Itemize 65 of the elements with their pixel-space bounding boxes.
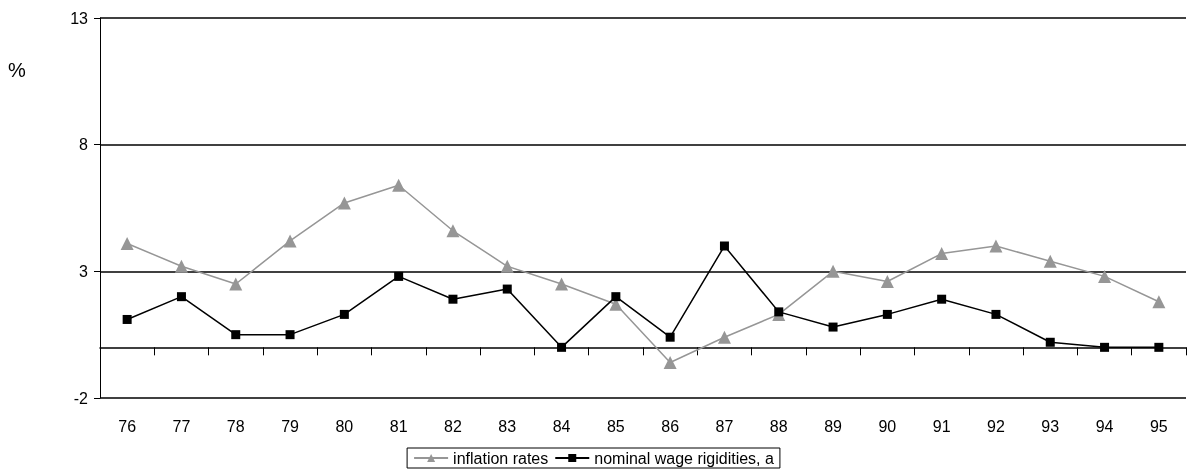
x-tick-label: 93 xyxy=(1041,417,1060,435)
point xyxy=(719,241,729,251)
point xyxy=(174,259,188,273)
point xyxy=(120,236,134,250)
point xyxy=(339,309,349,319)
x-tick-label: 94 xyxy=(1095,417,1114,435)
point xyxy=(937,294,947,304)
point xyxy=(283,234,297,248)
point xyxy=(285,330,295,340)
x-tick-label: 79 xyxy=(281,417,300,435)
point xyxy=(665,332,675,342)
point xyxy=(394,271,404,281)
x-tick-label: 82 xyxy=(444,417,462,435)
point xyxy=(500,259,514,273)
point xyxy=(1152,295,1166,309)
point xyxy=(991,309,1001,319)
point xyxy=(882,309,892,319)
x-tick-label: 81 xyxy=(389,417,408,435)
point xyxy=(826,264,840,278)
point xyxy=(1045,337,1055,347)
point xyxy=(229,277,243,291)
point xyxy=(717,330,731,344)
x-tick-label: 90 xyxy=(878,417,897,435)
x-tick-label: 88 xyxy=(769,417,788,435)
x-tick-label: 92 xyxy=(987,417,1005,435)
legend-label: nominal wage rigidities, a xyxy=(594,449,775,467)
point xyxy=(1043,254,1057,268)
y-tick-label: 8 xyxy=(79,136,89,154)
y-axis-title: % xyxy=(8,59,26,81)
x-tick-label: 77 xyxy=(172,417,191,435)
x-tick-label: 87 xyxy=(715,417,734,435)
point xyxy=(231,330,241,340)
point xyxy=(337,196,351,210)
x-tick-label: 86 xyxy=(661,417,680,435)
point xyxy=(880,274,894,288)
x-tick-label: 89 xyxy=(824,417,843,435)
point xyxy=(502,284,512,294)
point xyxy=(774,307,784,317)
point xyxy=(555,277,569,291)
point xyxy=(557,342,567,352)
x-tick-label: 83 xyxy=(498,417,517,435)
point xyxy=(176,292,186,302)
point xyxy=(1098,269,1112,283)
x-tick-label: 80 xyxy=(335,417,354,435)
point xyxy=(1100,342,1110,352)
point xyxy=(611,292,621,302)
point xyxy=(122,314,132,324)
x-tick-label: 85 xyxy=(606,417,625,435)
point xyxy=(828,322,838,332)
x-tick-label: 84 xyxy=(552,417,571,435)
legend-label: inflation rates xyxy=(453,449,549,467)
x-tick-label: 95 xyxy=(1149,417,1168,435)
point xyxy=(448,294,458,304)
x-tick-label: 91 xyxy=(932,417,951,435)
point xyxy=(1154,342,1164,352)
y-tick-label: 3 xyxy=(79,262,89,280)
x-tick-label: 76 xyxy=(118,417,137,435)
point xyxy=(446,224,460,238)
point xyxy=(989,239,1003,253)
y-tick-label: -2 xyxy=(73,389,89,407)
point xyxy=(935,247,949,261)
y-tick-label: 13 xyxy=(70,9,89,27)
x-tick-label: 78 xyxy=(226,417,245,435)
point xyxy=(392,178,406,192)
point xyxy=(663,356,677,370)
